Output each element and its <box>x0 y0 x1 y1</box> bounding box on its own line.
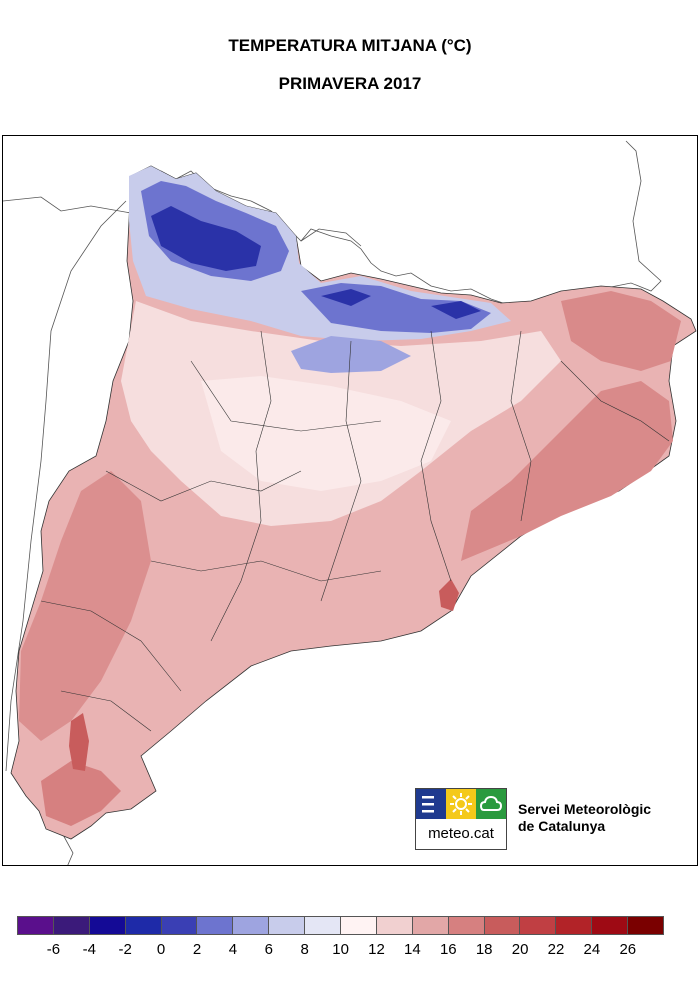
sun-icon <box>446 789 476 819</box>
legend-ticks: -6 -4 -2 0 2 4 6 8 10 12 14 16 18 20 22 24 26 <box>0 941 700 961</box>
south-border <box>60 830 74 865</box>
legend-swatch <box>88 916 126 935</box>
legend-tick-label: 20 <box>511 941 529 958</box>
legend-swatch <box>447 916 485 935</box>
legend-swatch <box>268 916 306 935</box>
legend-swatch <box>160 916 198 935</box>
coastal-warm-zone <box>461 381 673 561</box>
color-legend <box>17 916 665 935</box>
legend-swatch <box>627 916 665 935</box>
legend-tick-label: 2 <box>192 941 202 958</box>
organization-name: Servei Meteorològic de Catalunya <box>518 801 651 835</box>
legend-tick-label: 8 <box>300 941 309 958</box>
cloud-icon <box>476 789 506 819</box>
andorra-border <box>300 228 362 247</box>
legend-tick-label: -6 <box>46 941 61 958</box>
ebro-valley-hot-spot <box>69 713 89 771</box>
legend-swatch <box>52 916 90 935</box>
legend-swatch <box>519 916 557 935</box>
waves-icon <box>416 789 446 819</box>
legend-swatch <box>17 916 54 935</box>
legend-swatch <box>375 916 413 935</box>
legend-swatch <box>304 916 342 935</box>
central-plateau-zone <box>201 376 451 491</box>
legend-tick-label: 16 <box>439 941 457 958</box>
legend-swatch <box>591 916 629 935</box>
legend-tick-label: 10 <box>332 941 349 958</box>
legend-swatch <box>483 916 521 935</box>
legend-tick-label: 12 <box>368 941 385 958</box>
cadi-cold-core <box>321 289 371 306</box>
map-title: TEMPERATURA MITJANA (°C) <box>228 36 472 55</box>
aran-cold-core <box>151 206 261 271</box>
ebro-delta-zone <box>41 761 121 826</box>
map-subtitle: PRIMAVERA 2017 <box>278 74 422 93</box>
temperature-map <box>3 140 697 865</box>
county-borders <box>40 330 670 732</box>
legend-swatch <box>555 916 593 935</box>
legend-tick-label: 14 <box>404 941 421 958</box>
emporda-warm-zone <box>561 291 681 371</box>
organization-line2: de Catalunya <box>518 818 606 834</box>
map-panel <box>2 135 698 866</box>
legend-tick-label: 4 <box>228 941 238 958</box>
legend-swatch <box>196 916 234 935</box>
barcelona-hot-spot <box>439 579 459 611</box>
legend-tick-label: 24 <box>583 941 601 958</box>
legend-swatch <box>232 916 270 935</box>
legend-swatch <box>124 916 162 935</box>
organization-line1: Servei Meteorològic <box>518 801 652 817</box>
legend-tick-label: 0 <box>156 941 166 958</box>
prepyrenees-cold-zone <box>291 336 411 373</box>
legend-tick-label: 22 <box>547 941 565 958</box>
legend-tick-label: 26 <box>619 941 637 958</box>
legend-swatch <box>340 916 377 935</box>
legend-tick-label: -4 <box>82 941 96 958</box>
legend-tick-label: -2 <box>118 941 132 958</box>
legend-tick-label: 18 <box>475 941 493 958</box>
legend-tick-label: 6 <box>264 941 273 958</box>
puigmal-cold-core <box>431 301 481 319</box>
aragon-border <box>5 200 127 772</box>
southwest-warm-zone <box>19 471 151 741</box>
meteocat-logo: meteo.cat <box>415 788 507 850</box>
logo-text: meteo.cat <box>428 825 494 842</box>
legend-swatch <box>411 916 449 935</box>
